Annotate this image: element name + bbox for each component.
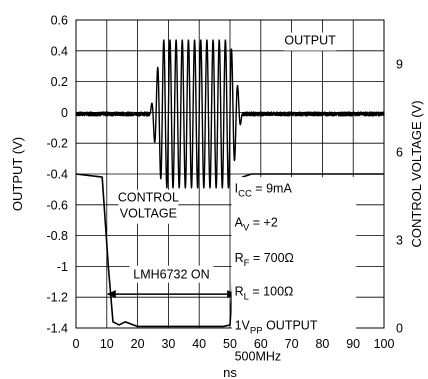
x-tick-label: 40: [192, 337, 206, 351]
series-output: [75, 39, 385, 189]
y-left-tick-label: -0.2: [46, 137, 68, 151]
x-tick-label: 30: [161, 337, 175, 351]
condition-line: RF = 700Ω: [235, 251, 294, 269]
annotation-output-bg: [283, 32, 337, 51]
x-tick-label: 20: [131, 337, 145, 351]
y-left-tick-label: 0: [61, 106, 68, 120]
condition-line: RL = 100Ω: [235, 285, 294, 303]
y-left-tick-label: 0.2: [51, 75, 68, 89]
x-tick-label: 70: [285, 337, 299, 351]
annotation-control-voltage: VOLTAGE: [120, 207, 177, 221]
y-right-tick-label: 3: [396, 234, 403, 248]
y-left-tick-label: -0.6: [46, 198, 68, 212]
annotation-output: OUTPUT: [284, 34, 336, 48]
y-right-tick-label: 9: [396, 58, 403, 72]
y-left-tick-label: -1.4: [46, 322, 68, 336]
x-tick-label: 80: [315, 337, 329, 351]
y-axis-left-label: OUTPUT (V): [10, 137, 25, 211]
y-left-tick-label: -0.8: [46, 229, 68, 243]
condition-line: AV = +2: [235, 215, 278, 233]
y-left-tick-label: -1: [57, 260, 68, 274]
x-tick-label: 50: [223, 337, 237, 351]
y-left-tick-label: -0.4: [46, 168, 68, 182]
y-right-tick-label: 0: [396, 322, 403, 336]
annotation-on-label: LMH6732 ON: [133, 268, 209, 282]
condition-line: 1VPP OUTPUT: [235, 319, 318, 337]
x-tick-label: 60: [254, 337, 268, 351]
y-left-tick-label: 0.6: [51, 14, 68, 28]
annotation-control-voltage-bg: [118, 189, 179, 224]
x-tick-label: 100: [374, 337, 395, 351]
annotations: OUTPUT CONTROL VOLTAGE LMH6732 ON ICC = 9mA A…: [106, 32, 357, 363]
y-left-tick-label: -1.2: [46, 291, 68, 305]
ticks: 0 10 20 30 40 50 60 70 80 90 1000.60.40.20-0.2-0.4…: [46, 14, 403, 352]
y-right-tick-label: 6: [396, 146, 403, 160]
x-tick-label: 10: [100, 337, 114, 351]
condition-line: ICC = 9mA: [235, 181, 293, 199]
condition-frequency: 500MHz: [235, 349, 282, 363]
annotation-control-voltage: CONTROL: [118, 191, 179, 205]
y-axis-right-label: CONTROL VOLTAGE (V): [409, 100, 424, 247]
x-tick-label: 90: [346, 337, 360, 351]
x-tick-label: 0: [73, 337, 80, 351]
plot-frame: [75, 19, 385, 329]
annotation-on-bg: [129, 265, 214, 283]
x-axis-label: ns: [223, 365, 237, 379]
y-left-tick-label: 0.4: [51, 44, 68, 58]
conditions-bg: [231, 177, 357, 356]
